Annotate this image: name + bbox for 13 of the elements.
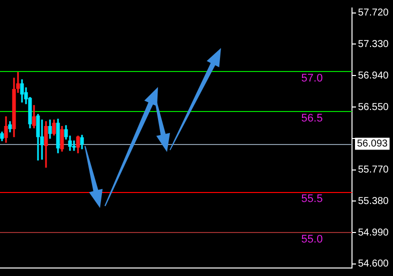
y-tick-label: 56.940 — [358, 70, 390, 82]
annotation: 56.093 — [357, 138, 388, 150]
y-tick-label: 54.600 — [358, 258, 390, 270]
y-tick-label: 55.770 — [358, 164, 390, 176]
y-tick-label: 56.550 — [358, 102, 390, 113]
y-tick-label: 55.380 — [358, 196, 390, 207]
ref-line-label: 55.0 — [301, 233, 323, 246]
y-tick-label: 54.990 — [358, 227, 390, 238]
ref-line-label: 56.5 — [301, 112, 323, 125]
y-tick-label: 57.330 — [358, 38, 390, 50]
y-tick-label: 57.720 — [358, 8, 390, 19]
ref-line-label: 55.5 — [301, 193, 323, 206]
ref-line-label: 57.0 — [301, 72, 323, 84]
